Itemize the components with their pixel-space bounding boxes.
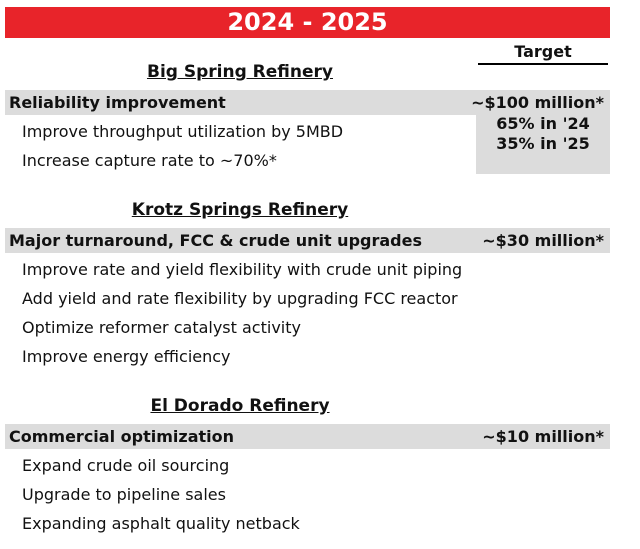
target-note: 35% in '25: [496, 134, 590, 153]
target-label: Target: [478, 42, 608, 65]
category-row: Reliability improvement ~$100 million*: [5, 90, 610, 115]
category: Commercial optimization: [9, 427, 234, 446]
item: Expand crude oil sourcing: [22, 456, 230, 475]
target: ~$30 million*: [482, 231, 604, 250]
section-name: Big Spring Refinery: [146, 62, 333, 82]
section-name: El Dorado Refinery: [150, 396, 330, 416]
target-note: 65% in '24: [496, 114, 590, 133]
target: ~$10 million*: [482, 427, 604, 446]
item: Expanding asphalt quality netback: [22, 514, 300, 533]
title: 2024 - 2025: [5, 7, 610, 38]
target: ~$100 million*: [471, 93, 604, 112]
item: Optimize reformer catalyst activity: [22, 318, 301, 337]
item: Improve throughput utilization by 5MBD: [22, 122, 344, 141]
category: Reliability improvement: [9, 93, 226, 112]
category-row: Major turnaround, FCC & crude unit upgra…: [5, 228, 610, 253]
category: Major turnaround, FCC & crude unit upgra…: [9, 231, 422, 250]
item: Improve energy efficiency: [22, 347, 231, 366]
item: Improve rate and yield flexibility with …: [22, 260, 463, 279]
item: Upgrade to pipeline sales: [22, 485, 226, 504]
category-row: Commercial optimization ~$10 million*: [5, 424, 610, 449]
item: Add yield and rate flexibility by upgrad…: [22, 289, 458, 308]
section-name: Krotz Springs Refinery: [131, 200, 349, 220]
item: Increase capture rate to ~70%*: [22, 151, 277, 170]
